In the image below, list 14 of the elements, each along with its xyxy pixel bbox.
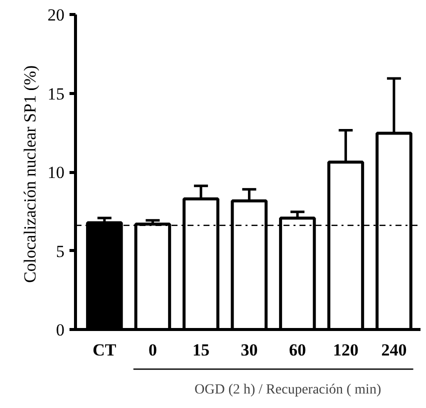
x-tick-label: 60 [288,340,306,360]
text: OGD (2 h) / Recuperación ( min) [194,382,382,398]
y-tick-label: 15 [48,84,64,104]
y-tick-label: 10 [48,163,64,182]
x-tick-label: 15 [192,340,210,360]
y-axis-title: Colocalización nuclear SP1 (%) [20,65,40,283]
x-tick-label: 30 [240,340,258,360]
x-tick-label: 0 [148,340,157,360]
x-tick-label: 240 [381,340,407,360]
y-tick-label: 5 [56,242,64,261]
y-tick-label: 0 [56,320,64,340]
x-tick-label: CT [92,340,117,360]
y-tick-label: 20 [48,6,64,24]
x-tick-label: 120 [332,340,358,360]
